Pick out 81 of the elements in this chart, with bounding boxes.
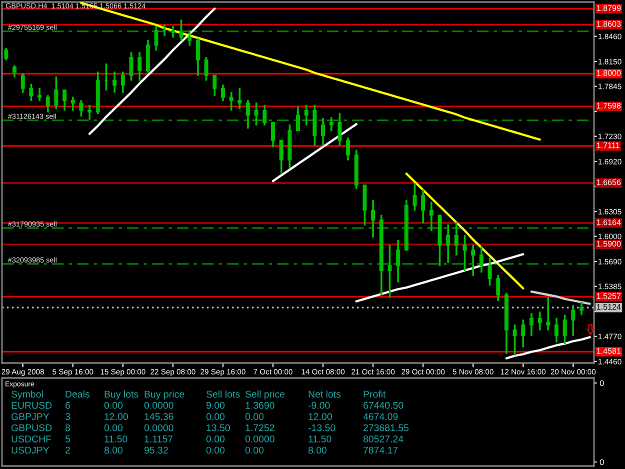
candlestick [580, 302, 584, 315]
text: Deals [66, 390, 90, 398]
text: 8.00 [104, 446, 123, 454]
text: Sell lots [206, 390, 240, 398]
text: 0.00 [104, 424, 123, 432]
text: 12.00 [104, 413, 128, 420]
ref-line-label: 1.6656 [596, 179, 621, 186]
line-series [505, 336, 591, 360]
text: 145.36 [144, 413, 174, 420]
candlestick [329, 117, 334, 132]
text: 0.00 [245, 413, 264, 420]
candlestick [38, 88, 42, 102]
text: 273681.55 [363, 424, 409, 432]
line-series [530, 290, 591, 305]
text: 3 [65, 413, 70, 420]
text: 0.00 [206, 413, 225, 420]
text: GBPJPY [11, 413, 50, 420]
text: 4674.09 [363, 413, 398, 420]
text: 7874.17 [364, 446, 398, 454]
text: 12.00 [308, 413, 332, 420]
text: -9.00 [308, 402, 330, 409]
text: 0.00 [245, 446, 264, 454]
ref-line-label: 1.8000 [596, 70, 621, 76]
ref-line-label: 1.8603 [596, 21, 621, 27]
text: 0.00 [206, 436, 225, 442]
text: USDJPY [12, 446, 50, 454]
text: Buy lots [104, 390, 138, 400]
text: 1.1157 [144, 436, 173, 442]
candlestick [546, 296, 550, 330]
candlestick [238, 88, 242, 110]
candlestick [446, 224, 450, 263]
text: 0.0000 [144, 424, 174, 432]
text: Net lots [308, 390, 341, 398]
candlestick [471, 244, 476, 276]
text: 8.00 [308, 446, 327, 454]
text: Symbol [11, 390, 43, 400]
text: Sell price [245, 390, 285, 400]
candlestick [429, 202, 434, 232]
text: 95.32 [144, 446, 168, 454]
text: 1.7252 [246, 424, 274, 432]
text: 0.0000 [245, 436, 274, 442]
text: Buy price [144, 390, 184, 400]
ref-line-label: 1.5124 [596, 304, 621, 310]
text: 11.50 [104, 436, 128, 442]
line-series [272, 123, 358, 182]
text: Profit [364, 390, 386, 398]
text: 11.50 [308, 436, 332, 442]
text: 0.00 [206, 446, 225, 454]
text: -13.50 [308, 424, 336, 432]
text: USDCHF [12, 436, 52, 442]
text: 2 [65, 446, 70, 454]
category-label: 0 [600, 380, 604, 386]
text: 9.00 [206, 402, 225, 409]
text: 8 [65, 424, 70, 432]
candlestick [112, 72, 117, 93]
ref-line-label: 1.6164 [596, 219, 621, 226]
candlestick [162, 24, 167, 36]
text: 80527.24 [363, 436, 404, 442]
text: 1.3690 [246, 402, 274, 409]
text: 67440.50 [363, 402, 404, 409]
text: GBPUSD [11, 424, 52, 432]
line-series [355, 253, 524, 302]
text: 6 [65, 402, 70, 409]
text: 13.50 [206, 424, 230, 432]
category-label: 0 [600, 459, 604, 466]
line-series [88, 8, 216, 135]
candlestick [88, 104, 92, 120]
text: EURUSD [12, 402, 52, 409]
text: 0.00 [104, 402, 123, 409]
ref-line-label: 1.5257 [596, 293, 621, 299]
text: 5 [65, 436, 70, 442]
ref-line-label: 1.5900 [596, 240, 621, 247]
candlestick [170, 26, 175, 38]
candlestick [188, 30, 192, 46]
text: 0.0000 [144, 402, 174, 409]
ref-line-label: 1.7598 [596, 102, 621, 109]
ref-line-label: 1.8799 [596, 5, 621, 11]
candlestick [70, 96, 75, 111]
ref-line-label: 1.4581 [596, 348, 621, 354]
ref-line-label: 1.7111 [596, 142, 620, 148]
line-series [405, 172, 524, 290]
